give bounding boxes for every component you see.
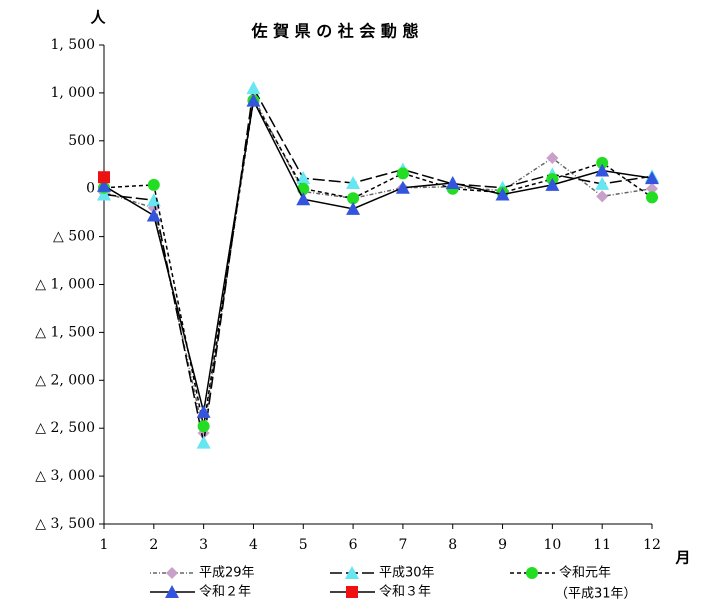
data-point	[97, 178, 111, 192]
data-point	[246, 93, 261, 107]
series-line	[103, 95, 653, 434]
data-point	[546, 152, 559, 165]
data-point	[146, 208, 161, 222]
y-tick-label: △ 1, 500	[35, 324, 95, 340]
data-point	[296, 192, 311, 206]
legend-label: 令和３年	[379, 585, 431, 600]
x-tick-label: 1	[100, 537, 109, 553]
data-point	[646, 191, 658, 204]
legend-label: 平成30年	[379, 566, 435, 581]
x-tick-label: 3	[199, 537, 208, 553]
x-tick-label: 6	[349, 537, 358, 553]
data-point	[395, 180, 410, 194]
y-tick-label: △ 2, 500	[35, 420, 95, 436]
data-point	[595, 176, 610, 190]
x-axis-label: 月	[674, 549, 690, 567]
data-point	[495, 187, 510, 201]
x-tick-label: 4	[249, 537, 258, 553]
x-tick-label: 12	[643, 537, 661, 553]
y-tick-label: △ 500	[53, 229, 95, 245]
data-point	[595, 163, 610, 177]
legend-label: 令和元年	[559, 566, 611, 581]
y-axis-label: 人	[90, 9, 106, 27]
y-tick-label: 500	[68, 133, 95, 149]
data-point	[347, 192, 360, 205]
legend-marker	[346, 586, 358, 598]
y-tick-label: △ 3, 000	[35, 468, 95, 484]
data-point	[296, 171, 311, 185]
data-point	[645, 171, 659, 185]
y-tick-label: 1, 000	[50, 85, 95, 101]
data-point	[445, 175, 460, 189]
legend-note: （平成31年）	[555, 587, 637, 602]
x-tick-label: 10	[543, 537, 561, 553]
data-point	[396, 167, 409, 180]
x-tick-label: 11	[593, 537, 611, 553]
legend-marker	[526, 567, 538, 579]
y-tick-label: △ 1, 000	[35, 277, 95, 293]
data-point	[596, 156, 609, 169]
data-point	[146, 193, 161, 207]
data-point	[98, 171, 110, 184]
data-point	[346, 175, 361, 189]
legend-marker	[165, 585, 179, 598]
x-tick-label: 7	[398, 537, 407, 553]
series-line	[103, 98, 653, 427]
legend-marker	[345, 566, 359, 579]
data-point	[196, 404, 211, 418]
chart-title: 佐 賀 県 の 社 会 動 態	[251, 22, 419, 41]
data-point	[596, 190, 609, 203]
y-tick-label: 1, 500	[50, 37, 95, 53]
series-line	[103, 98, 653, 413]
data-point	[346, 201, 361, 215]
series-line	[103, 85, 653, 443]
x-tick-label: 5	[299, 537, 308, 553]
data-point	[246, 81, 261, 95]
legend-marker	[166, 567, 178, 579]
data-point	[147, 178, 160, 191]
legend-label: 令和２年	[199, 585, 251, 600]
data-point	[545, 177, 560, 191]
y-tick-label: 0	[86, 181, 95, 197]
y-tick-label: △ 3, 500	[35, 516, 95, 532]
x-tick-label: 8	[448, 537, 457, 553]
data-point	[97, 187, 111, 201]
data-point	[646, 182, 658, 195]
data-point	[196, 435, 211, 449]
x-tick-label: 2	[149, 537, 158, 553]
legend-label: 平成29年	[199, 566, 255, 581]
y-tick-label: △ 2, 000	[35, 372, 95, 388]
data-point	[197, 420, 210, 433]
x-tick-label: 9	[498, 537, 507, 553]
